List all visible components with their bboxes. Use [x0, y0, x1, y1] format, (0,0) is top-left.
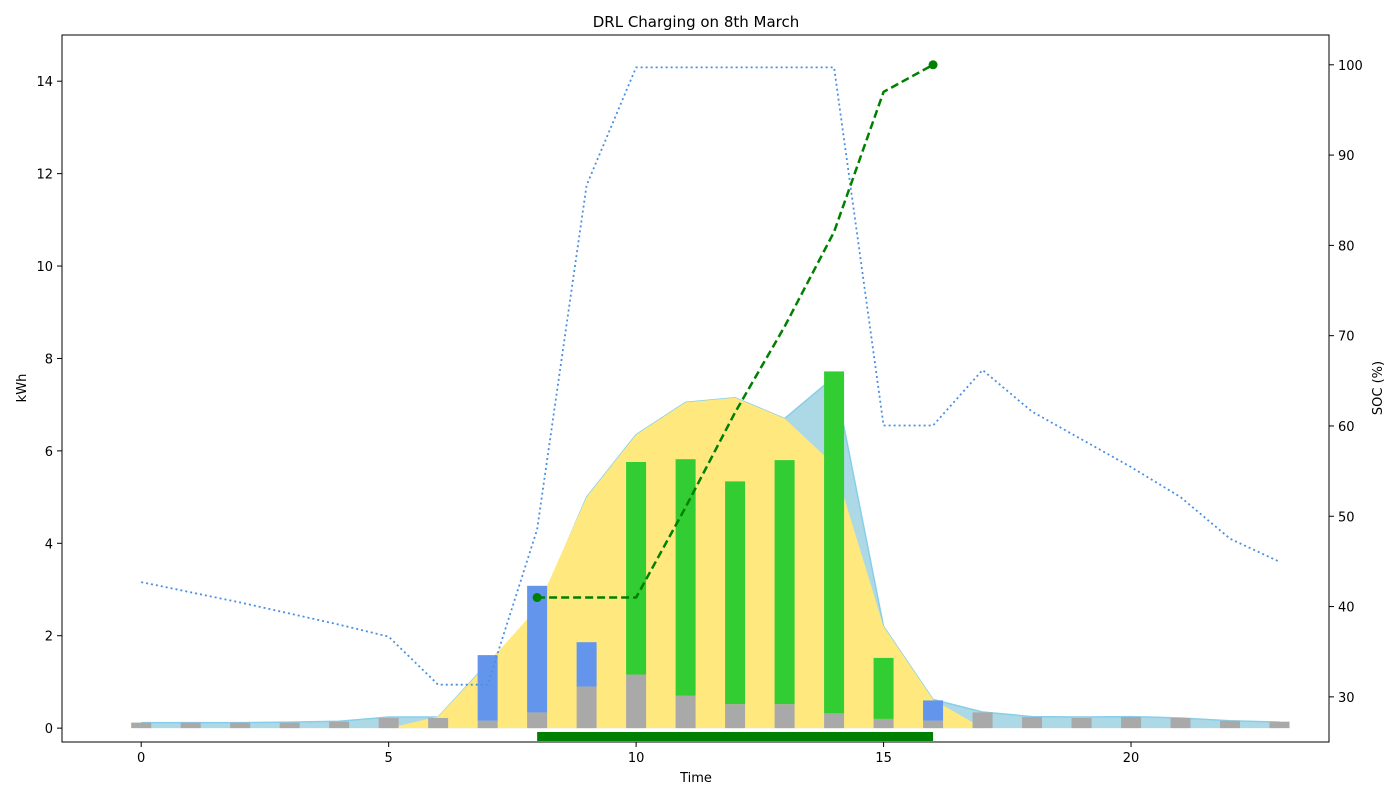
- x-tick-label-0: 0: [137, 751, 145, 766]
- bar-series-2-7: [477, 655, 498, 721]
- y-tick-label-8: 8: [45, 352, 53, 367]
- bar-series-2-9: [576, 642, 597, 687]
- y-tick-label-6: 6: [45, 445, 53, 460]
- bar-series-1-11: [675, 695, 696, 729]
- charging-window-bar: [537, 732, 934, 741]
- y2-tick-label-100: 100: [1338, 59, 1363, 74]
- bar-series-1-17: [972, 712, 993, 729]
- chart-title: DRL Charging on 8th March: [593, 13, 800, 31]
- soc-start-marker: [532, 593, 542, 603]
- x-tick-label-10: 10: [628, 751, 645, 766]
- y-tick-label-0: 0: [45, 722, 53, 737]
- y-tick-label-14: 14: [36, 75, 53, 90]
- bar-series-1-9: [576, 686, 597, 729]
- y2-tick-label-40: 40: [1338, 601, 1355, 616]
- bar-series-3-10: [626, 461, 647, 675]
- y-tick-label-12: 12: [36, 168, 53, 183]
- bar-series-1-22: [1220, 720, 1241, 729]
- bar-series-1-0: [131, 722, 152, 729]
- plot-area: [131, 60, 1290, 741]
- bar-series-1-6: [428, 717, 449, 729]
- bar-series-2-16: [923, 700, 944, 721]
- bar-series-1-1: [180, 722, 201, 729]
- y-tick-label-4: 4: [45, 537, 53, 552]
- y2-axis-title: SOC (%): [1371, 361, 1386, 415]
- y2-tick-label-70: 70: [1338, 330, 1355, 345]
- bar-series-1-23: [1269, 721, 1290, 729]
- axes: 0 5 10 15 20 0 2 4 6 8 10 12 14 30 40 50 60 70 80 90 100: [36, 59, 1362, 766]
- bar-series-1-3: [279, 722, 300, 729]
- bar-series-1-7: [477, 720, 498, 729]
- y2-tick-label-30: 30: [1338, 691, 1355, 706]
- soc-line: [537, 63, 934, 599]
- bar-series-1-19: [1071, 717, 1092, 729]
- y-axis-title: kWh: [15, 374, 30, 403]
- y2-tick-label-60: 60: [1338, 420, 1355, 435]
- bar-series-1-16: [923, 720, 944, 729]
- x-tick-label-5: 5: [385, 751, 393, 766]
- bar-series-1-12: [725, 704, 746, 729]
- y-tick-label-2: 2: [45, 630, 53, 645]
- bar-series-1-2: [230, 722, 251, 729]
- bar-series-3-14: [824, 371, 845, 714]
- bar-series-1-18: [1022, 717, 1043, 729]
- bar-series-2-8: [527, 585, 548, 713]
- bar-series-1-20: [1121, 717, 1142, 729]
- bar-series-3-11: [675, 459, 696, 696]
- x-axis-title: Time: [679, 771, 712, 786]
- bar-series-1-15: [873, 718, 894, 729]
- bar-series-3-15: [873, 657, 894, 719]
- bar-series-3-13: [774, 460, 795, 705]
- plot-frame: [61, 34, 1330, 743]
- y2-tick-label-90: 90: [1338, 149, 1355, 164]
- y2-tick-label-50: 50: [1338, 510, 1355, 525]
- bar-series-1-10: [626, 674, 647, 729]
- bar-series-1-21: [1170, 717, 1191, 729]
- bar-series-1-8: [527, 712, 548, 729]
- x-tick-label-15: 15: [875, 751, 892, 766]
- x-tick-label-20: 20: [1123, 751, 1140, 766]
- bar-series-1-5: [378, 717, 399, 729]
- y2-tick-label-80: 80: [1338, 239, 1355, 254]
- bar-series-1-13: [774, 704, 795, 729]
- y-tick-label-10: 10: [36, 260, 53, 275]
- soc-end-marker: [928, 60, 938, 70]
- bar-series-3-12: [725, 481, 746, 705]
- bar-series-1-4: [329, 721, 350, 729]
- bar-series-1-14: [824, 713, 845, 729]
- area-series-2: [141, 397, 1280, 729]
